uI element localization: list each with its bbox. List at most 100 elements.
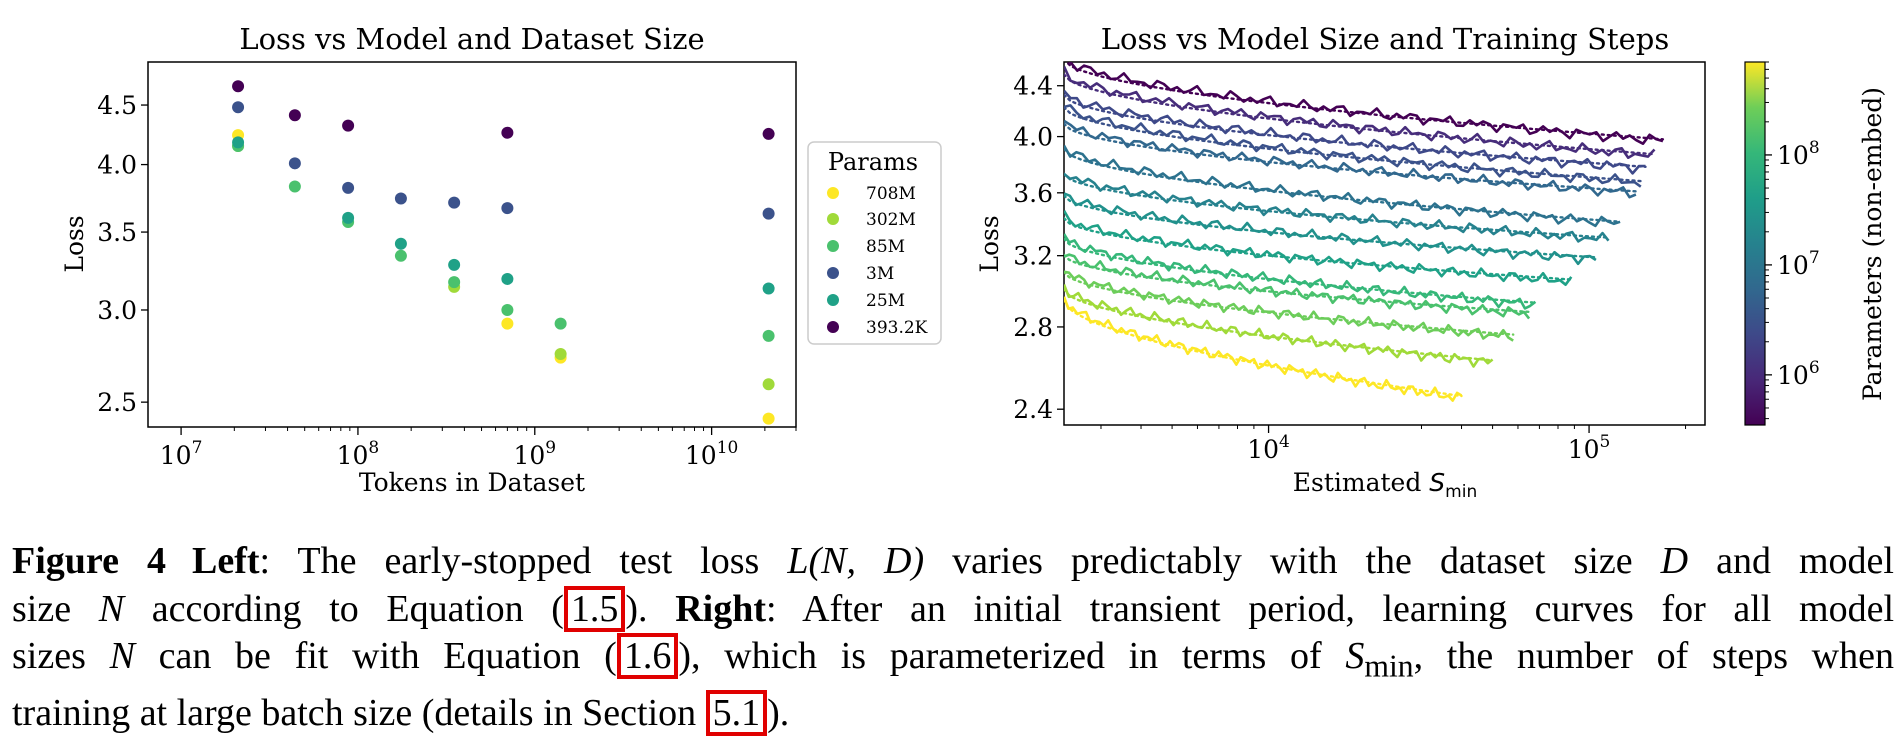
colorbar: 106 107 108 Parameters (non-embed) bbox=[1744, 61, 1887, 426]
learning-curve bbox=[1064, 89, 1646, 175]
left-y-axis-label: Loss bbox=[60, 215, 89, 272]
y-tick-label: 3.0 bbox=[97, 296, 137, 325]
right-learning-curves bbox=[1064, 62, 1665, 402]
fit-curve bbox=[1064, 106, 1642, 183]
left-plot-area bbox=[147, 61, 797, 428]
fit-curve bbox=[1064, 287, 1494, 362]
x-tick-label: 1010 bbox=[685, 438, 738, 470]
x-tick-label: 107 bbox=[160, 438, 203, 470]
left-x-ticks: 107 108 109 1010 bbox=[160, 427, 797, 470]
data-point bbox=[762, 207, 775, 220]
data-point bbox=[501, 272, 514, 285]
y-tick-label: 3.5 bbox=[97, 218, 137, 247]
learning-curve bbox=[1064, 119, 1637, 199]
equation-ref-1-5[interactable]: 1.5 bbox=[563, 585, 626, 632]
right-plot-area bbox=[1063, 61, 1706, 426]
y-tick-label: 2.5 bbox=[97, 388, 137, 417]
legend-label: 25M bbox=[866, 291, 905, 311]
fit-curve bbox=[1064, 217, 1573, 281]
data-point bbox=[554, 317, 567, 330]
data-point bbox=[342, 119, 355, 132]
legend-marker bbox=[827, 213, 839, 225]
learning-curve bbox=[1064, 172, 1610, 243]
legend-label: 393.2K bbox=[866, 318, 928, 338]
data-point bbox=[232, 136, 245, 149]
right-label: Right bbox=[675, 587, 767, 630]
colorbar-tick-label: 108 bbox=[1777, 138, 1820, 170]
right-y-axis-label: Loss bbox=[975, 215, 1004, 272]
data-point bbox=[501, 126, 514, 139]
colorbar-tick-label: 107 bbox=[1777, 248, 1820, 280]
fit-curve bbox=[1064, 194, 1598, 259]
data-point bbox=[288, 157, 301, 170]
data-point bbox=[342, 211, 355, 224]
y-tick-label: 2.4 bbox=[1013, 395, 1053, 424]
data-point bbox=[501, 202, 514, 215]
left-chart: Loss vs Model and Dataset Size 107 108 109… bbox=[60, 22, 942, 497]
fit-curve bbox=[1064, 172, 1610, 239]
learning-curve bbox=[1064, 65, 1656, 159]
legend-item: 302M bbox=[827, 210, 916, 230]
data-point bbox=[394, 249, 407, 262]
x-tick-label: 109 bbox=[513, 438, 556, 470]
data-point bbox=[288, 180, 301, 193]
learning-curve bbox=[1064, 253, 1531, 320]
x-tick-label: 104 bbox=[1247, 432, 1290, 464]
right-x-ticks: 104 105 bbox=[1100, 425, 1687, 464]
y-tick-label: 4.0 bbox=[1013, 123, 1053, 152]
learning-curve bbox=[1064, 144, 1621, 228]
right-chart: Loss vs Model Size and Training Steps 10… bbox=[975, 22, 1887, 502]
data-point bbox=[762, 127, 775, 140]
figure-4-charts: Loss vs Model and Dataset Size 107 108 109… bbox=[60, 22, 1887, 502]
legend-label: 85M bbox=[866, 237, 905, 257]
left-chart-title: Loss vs Model and Dataset Size bbox=[239, 22, 704, 56]
learning-curve bbox=[1064, 270, 1514, 342]
learning-curve bbox=[1064, 296, 1463, 402]
left-label: Left bbox=[191, 540, 260, 582]
colorbar-ticks: 106 107 108 bbox=[1765, 61, 1820, 420]
data-point bbox=[232, 101, 245, 114]
left-y-ticks: 2.5 3.0 3.5 4.0 4.5 bbox=[97, 91, 148, 417]
y-tick-label: 2.8 bbox=[1013, 313, 1053, 342]
left-x-axis-label: Tokens in Dataset bbox=[359, 468, 585, 497]
data-point bbox=[448, 196, 461, 209]
legend-item: 3M bbox=[827, 264, 894, 284]
data-point bbox=[762, 378, 775, 391]
data-point bbox=[394, 237, 407, 250]
data-point bbox=[762, 412, 775, 425]
right-chart-title: Loss vs Model Size and Training Steps bbox=[1101, 22, 1669, 56]
legend-label: 3M bbox=[866, 264, 894, 284]
y-tick-label: 4.4 bbox=[1013, 72, 1053, 101]
legend-label: 708M bbox=[866, 184, 916, 204]
legend-frame bbox=[807, 141, 942, 345]
x-tick-label: 108 bbox=[337, 438, 380, 470]
data-point bbox=[501, 317, 514, 330]
fit-curve bbox=[1064, 122, 1638, 193]
legend-title: Params bbox=[828, 148, 918, 176]
data-point bbox=[501, 303, 514, 316]
y-tick-label: 3.6 bbox=[1013, 179, 1053, 208]
legend-item: 25M bbox=[827, 291, 905, 311]
data-point bbox=[448, 276, 461, 289]
data-point bbox=[394, 192, 407, 205]
caption-line-4: training at large batch size (details in… bbox=[12, 690, 790, 737]
legend-item: 708M bbox=[827, 184, 916, 204]
section-ref-5-1[interactable]: 5.1 bbox=[705, 690, 768, 737]
y-tick-label: 4.5 bbox=[97, 91, 137, 120]
y-tick-label: 3.2 bbox=[1013, 242, 1053, 271]
math-LND: L(N, D) bbox=[787, 540, 925, 582]
data-point bbox=[762, 329, 775, 342]
learning-curve bbox=[1064, 192, 1597, 266]
learning-curve bbox=[1064, 210, 1573, 286]
right-y-ticks: 2.4 2.8 3.2 3.6 4.0 4.4 bbox=[1013, 72, 1064, 424]
learning-curve bbox=[1064, 284, 1494, 368]
caption-line-1: Figure 4 Left: The early-stopped test los… bbox=[12, 540, 1894, 582]
left-legend: Params 708M 302M 85M 3M 25M bbox=[807, 141, 942, 345]
y-tick-label: 4.0 bbox=[97, 151, 137, 180]
equation-ref-1-6[interactable]: 1.6 bbox=[616, 633, 679, 679]
learning-curve bbox=[1064, 233, 1537, 310]
data-point bbox=[232, 80, 245, 93]
caption-line-2: size N according to Equation (1.5). Righ… bbox=[12, 585, 1895, 632]
legend-item: 85M bbox=[827, 237, 905, 257]
learning-curve bbox=[1068, 62, 1664, 145]
